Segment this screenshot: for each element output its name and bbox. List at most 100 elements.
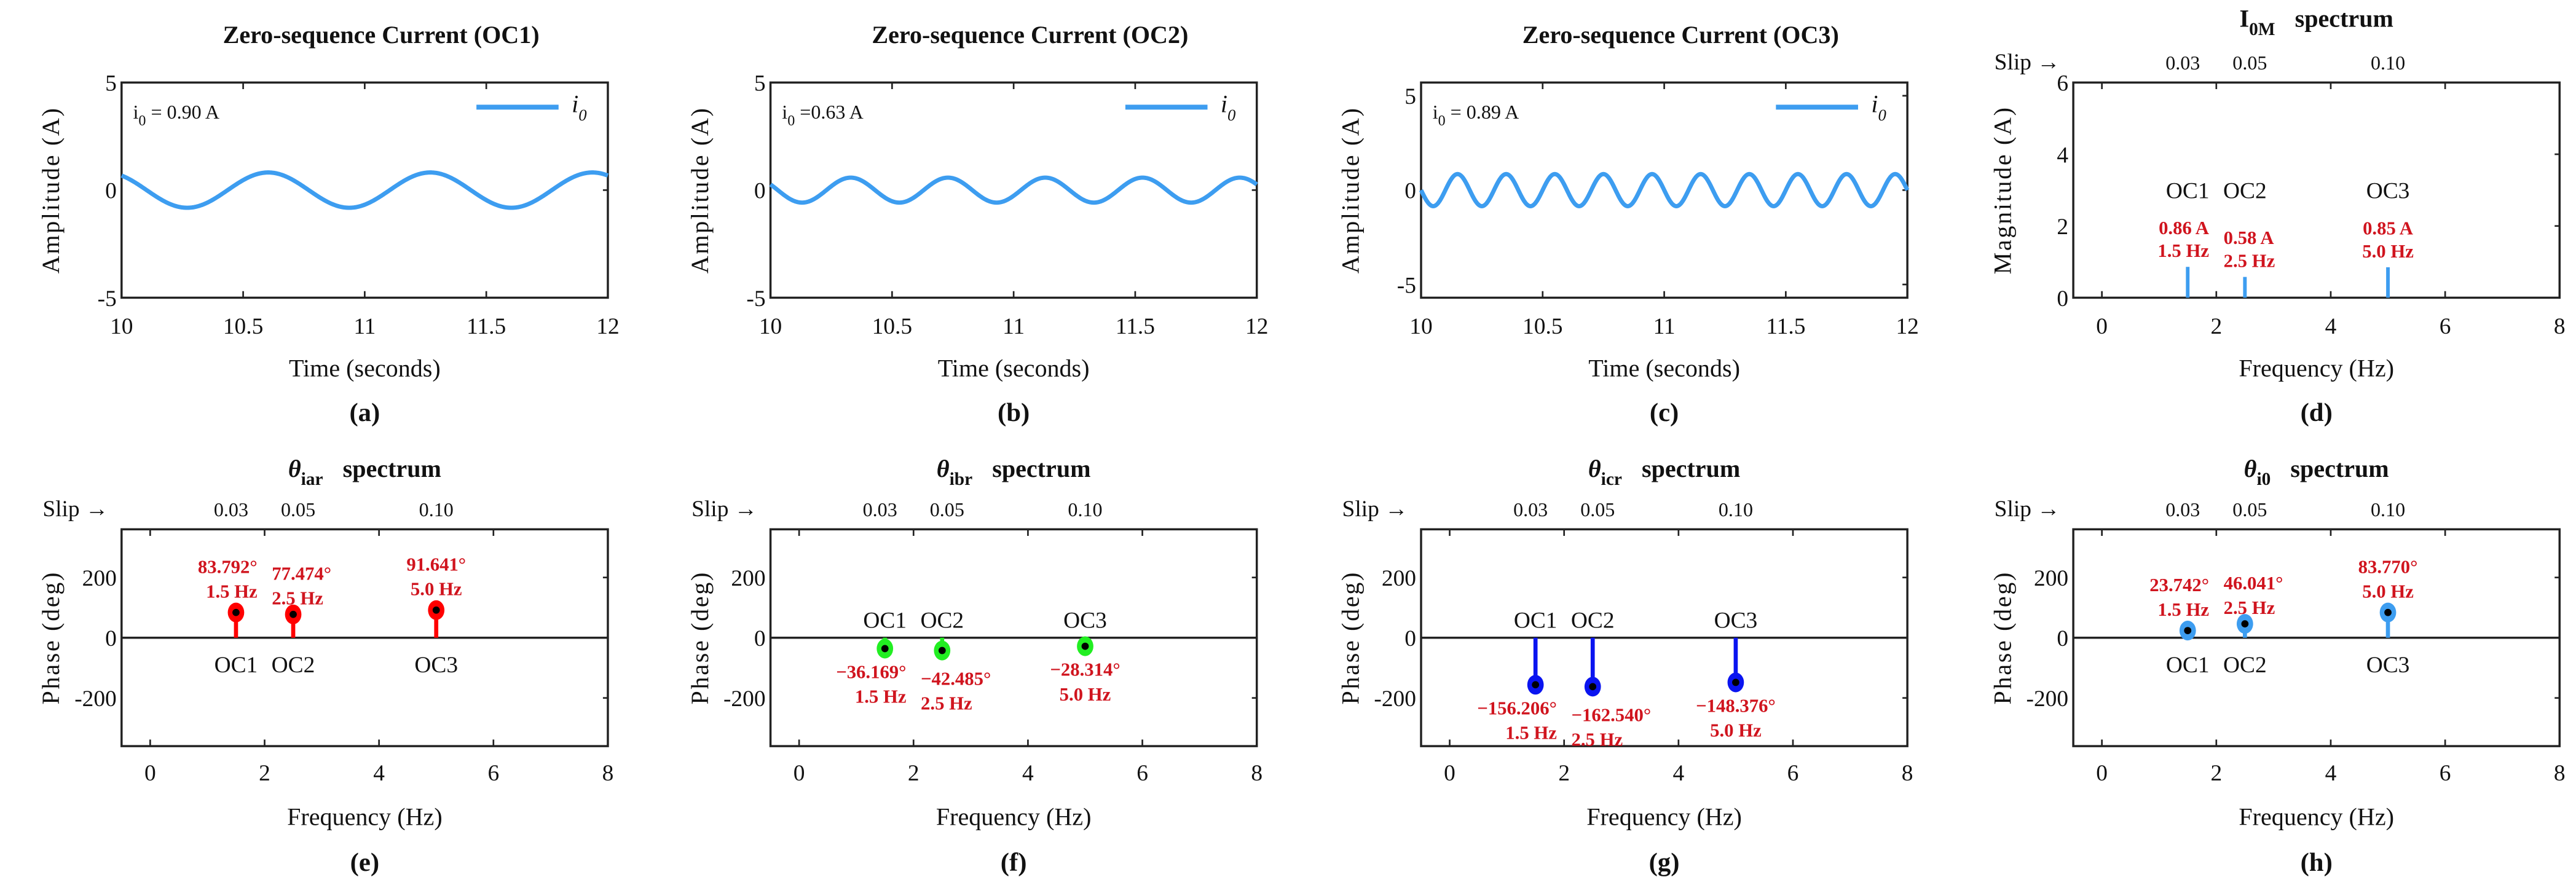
slip-tick-label: 0.05	[2232, 52, 2267, 74]
chart-title: θibr spectrum	[937, 455, 1091, 489]
legend-sub: 0	[1227, 106, 1236, 124]
title-symbol: θ	[1588, 455, 1601, 482]
y-tick-label: 200	[1382, 566, 1416, 591]
x-tick-label: 12	[1245, 314, 1268, 339]
axes-box	[2072, 81, 2561, 299]
x-axis-label: Frequency (Hz)	[1586, 803, 1742, 830]
x-tick-label: 8	[2554, 761, 2566, 786]
stem-marker-dot	[2384, 608, 2392, 616]
panel-label: (e)	[350, 848, 379, 877]
chart-title: Zero-sequence Current (OC1)	[223, 21, 540, 49]
stem-marker-dot	[2184, 627, 2192, 634]
x-axis-label: Frequency (Hz)	[287, 803, 443, 830]
panel-label: (f)	[1001, 848, 1027, 877]
x-tick-label: 11.5	[1766, 314, 1805, 339]
y-axis-label: Amplitude (A)	[1336, 106, 1364, 273]
chart-title: Zero-sequence Current (OC3)	[1522, 21, 1839, 49]
legend-sub: 0	[578, 106, 587, 124]
oc-label: OC3	[1063, 608, 1107, 634]
legend-var: i	[1221, 90, 1227, 117]
x-tick-label: 0	[2096, 314, 2108, 339]
legend-label: i0	[572, 90, 587, 124]
x-tick-label: 0	[1444, 761, 1455, 786]
value-label: 0.86 A	[2159, 218, 2209, 238]
slip-tick-label: 0.03	[214, 498, 248, 521]
rms-annotation: i0 = 0.90 A	[133, 101, 219, 129]
stem-marker-dot	[432, 606, 440, 614]
y-axis-label: Phase (deg)	[1336, 571, 1364, 704]
panel-h: 0 2 4 6 8 200 0 -200 Frequency (Hz) Phase (deg) (h…	[1989, 455, 2566, 877]
panel-b: 10 10.5 11 11.5 12 5 0 -5 Time (seconds) Amplitud…	[686, 21, 1268, 427]
rms-annotation: i0 =0.63 A	[782, 101, 864, 129]
stem-marker-dot	[938, 646, 946, 654]
x-tick-label: 11	[353, 314, 376, 339]
x-tick-label: 12	[596, 314, 619, 339]
panel-a: 10 10.5 11 11.5 12 5 0 -5 Time (seconds) Amplitud…	[37, 21, 619, 427]
x-tick-label: 0	[794, 761, 805, 786]
value-label: 0.85 A	[2363, 218, 2413, 238]
value-label: 83.770°	[2358, 557, 2418, 578]
oc-label: OC2	[920, 608, 964, 634]
y-axis-label: Amplitude (A)	[37, 106, 65, 273]
value-label: −42.485°	[921, 669, 991, 690]
chart-title: θi0 spectrum	[2244, 455, 2389, 489]
title-symbol: θ	[288, 455, 301, 482]
x-tick-label: 10	[110, 314, 133, 339]
x-axis-label: Frequency (Hz)	[2239, 803, 2394, 830]
freq-label: 5.0 Hz	[2362, 241, 2414, 262]
panel-g: 0 2 4 6 8 200 0 -200 Frequency (Hz) Phase (deg) (g…	[1336, 455, 1913, 877]
freq-label: 2.5 Hz	[1571, 729, 1623, 750]
x-tick-label: 11	[1002, 314, 1025, 339]
y-axis-label: Magnitude (A)	[1989, 106, 2017, 274]
x-tick-label: 4	[1022, 761, 1034, 786]
slip-tick-label: 0.10	[2371, 52, 2405, 74]
oc-label: OC3	[414, 653, 458, 678]
chart-title: θicr spectrum	[1588, 455, 1740, 489]
panel-e: 0 2 4 6 8 200 0 -200 Frequency (Hz) Phase (deg) (e…	[37, 455, 613, 877]
oc-label: OC2	[272, 653, 315, 678]
stem-marker-dot	[1081, 642, 1089, 650]
y-tick-label: -200	[723, 686, 766, 712]
slip-tick-label: 0.10	[419, 498, 454, 521]
title-subscript: iar	[301, 470, 323, 489]
stem-marker-dot	[881, 645, 889, 653]
x-tick-label: 11.5	[467, 314, 506, 339]
value-label: 83.792°	[198, 557, 258, 578]
oc-label: OC1	[2166, 179, 2210, 204]
slip-tick-label: 0.05	[281, 498, 315, 521]
chart-title: I0M spectrum	[2239, 4, 2393, 39]
x-tick-label: 2	[259, 761, 270, 786]
slip-tick-label: 0.10	[2371, 498, 2405, 521]
panel-label: (h)	[2301, 848, 2333, 877]
x-tick-label: 2	[2210, 761, 2222, 786]
x-tick-label: 11.5	[1116, 314, 1155, 339]
panel-label: (c)	[1650, 398, 1679, 427]
oc-label: OC1	[2166, 653, 2210, 678]
y-tick-label: 200	[731, 566, 765, 591]
x-tick-label: 8	[1902, 761, 1913, 786]
legend-var: i	[572, 90, 578, 117]
stem-marker-dot	[290, 610, 297, 618]
value-label: −156.206°	[1477, 698, 1557, 718]
x-tick-label: 4	[2325, 314, 2337, 339]
value-label: 46.041°	[2224, 573, 2283, 594]
value-label: −36.169°	[836, 662, 906, 683]
oc-label: OC1	[215, 653, 258, 678]
freq-label: 1.5 Hz	[1505, 722, 1557, 743]
stem-marker-dot	[1732, 678, 1739, 686]
x-tick-label: 8	[602, 761, 614, 786]
slip-label: Slip →	[1995, 497, 2060, 522]
title-symbol: I	[2239, 4, 2249, 32]
title-subscript: ibr	[950, 470, 973, 489]
value-label: 0.58 A	[2224, 227, 2274, 248]
x-tick-label: 10.5	[223, 314, 263, 339]
freq-label: 2.5 Hz	[272, 588, 323, 609]
y-tick-label: 0	[754, 626, 766, 651]
panel-d: 0 2 4 6 8 6 4 2 0 Frequency (Hz) Magnitude (A) (d) I…	[1989, 4, 2566, 426]
y-tick-label: 0	[105, 179, 117, 204]
value-label: −28.314°	[1050, 659, 1120, 680]
title-subscript: 0M	[2249, 20, 2275, 39]
y-axis-label: Phase (deg)	[37, 571, 65, 704]
oc-label: OC1	[863, 608, 907, 634]
